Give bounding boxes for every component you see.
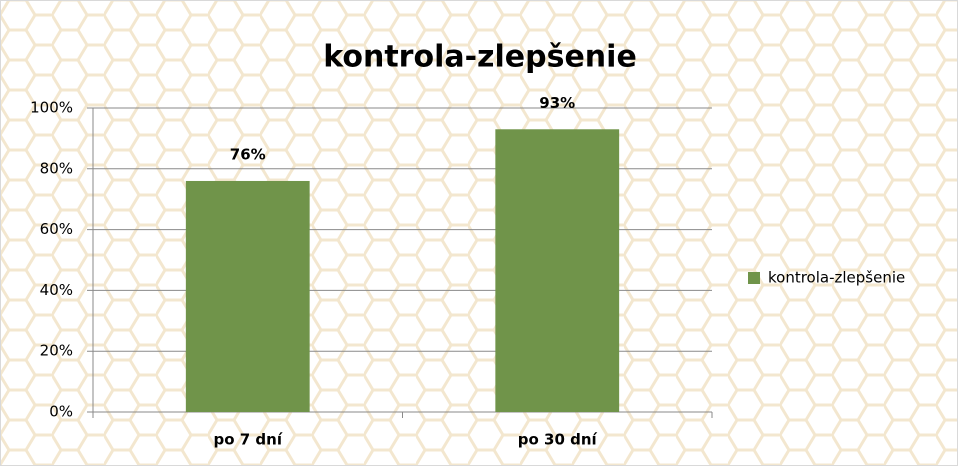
data-label: 93% xyxy=(539,94,575,112)
bar xyxy=(495,129,620,412)
legend-swatch xyxy=(748,272,760,284)
y-tick-label: 60% xyxy=(40,220,73,238)
y-tick-label: 100% xyxy=(30,99,73,117)
y-tick-label: 20% xyxy=(40,342,73,360)
data-label: 76% xyxy=(230,145,266,163)
y-tick-label: 0% xyxy=(49,403,73,421)
x-tick-label: po 30 dní xyxy=(518,431,598,449)
y-tick-label: 80% xyxy=(40,159,73,177)
chart-title: kontrola-zlepšenie xyxy=(323,40,637,75)
bar xyxy=(185,180,310,412)
y-tick-label: 40% xyxy=(40,281,73,299)
x-tick-label: po 7 dní xyxy=(214,431,283,449)
legend-label: kontrola-zlepšenie xyxy=(768,269,905,287)
